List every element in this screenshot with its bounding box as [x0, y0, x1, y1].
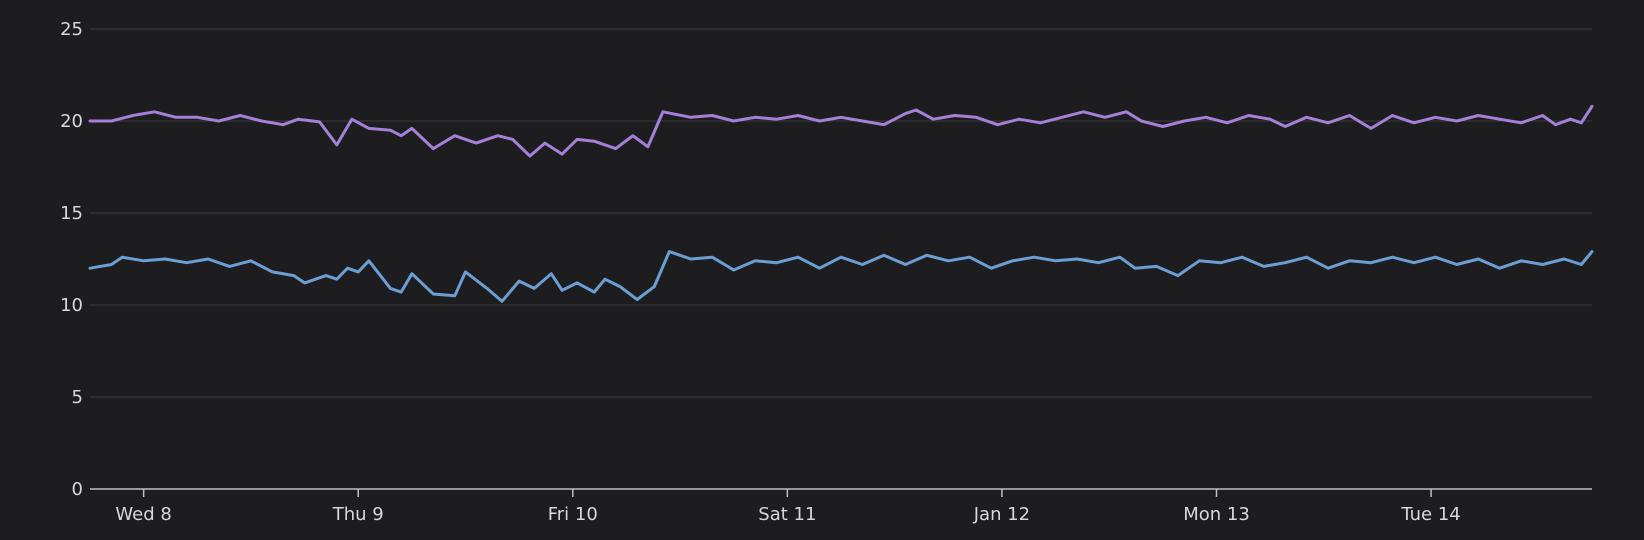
x-tick-label-2: Fri 10: [548, 504, 598, 525]
y-tick-label-25: 25: [60, 19, 83, 40]
y-axis-ticks: 0 5 10 15 20 25: [60, 19, 83, 500]
x-tick-label-6: Tue 14: [1400, 504, 1460, 525]
y-tick-label-15: 15: [60, 203, 83, 224]
x-tick-label-5: Mon 13: [1183, 504, 1250, 525]
series-line-2: [88, 250, 1594, 303]
x-axis: Wed 8 Thu 9 Fri 10 Sat 11 Jan 12 Mon 13 Tue 14: [90, 488, 1592, 525]
x-tick-label-1: Thu 9: [332, 504, 384, 525]
y-tick-label-20: 20: [60, 111, 83, 132]
grid: [90, 28, 1592, 398]
x-tick-label-0: Wed 8: [115, 504, 171, 525]
x-tick-label-3: Sat 11: [758, 504, 816, 525]
y-tick-label-5: 5: [72, 387, 83, 408]
y-tick-label-0: 0: [72, 479, 83, 500]
series-line-1: [88, 104, 1594, 158]
series-lines: [88, 104, 1594, 303]
y-tick-label-10: 10: [60, 295, 83, 316]
x-tick-label-4: Jan 12: [973, 504, 1030, 525]
